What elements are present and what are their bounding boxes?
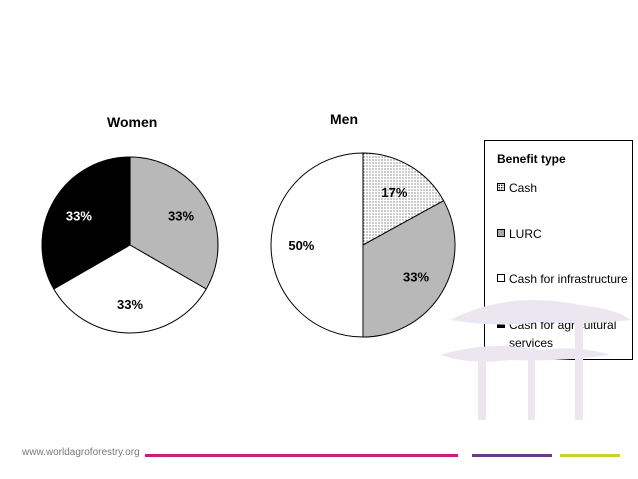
pie-slice (270, 152, 364, 338)
legend-title: Benefit type (497, 152, 566, 166)
pie-title-women: Women (107, 114, 158, 130)
legend-swatch-lurc (497, 229, 505, 237)
tree-watermark-icon (440, 300, 630, 420)
footer-line-yellow (560, 454, 620, 457)
pie-data-label: 33% (117, 297, 143, 312)
pie-chart-women: 33% 33% 33% (41, 156, 219, 334)
legend-item-infra: Cash for infrastructure (497, 270, 631, 288)
pie-slice (129, 156, 219, 290)
pie-data-label: 33% (168, 209, 194, 224)
legend-item-cash: Cash (497, 179, 631, 197)
pie-data-label: 33% (66, 209, 92, 224)
legend-label-infra: Cash for infrastructure (509, 272, 628, 286)
pie-slice (53, 244, 207, 334)
pie-data-label: 33% (403, 269, 429, 284)
footer-line-purple (472, 454, 552, 457)
footer-url: www.worldagroforestry.org (22, 447, 140, 458)
legend-item-lurc: LURC (497, 225, 631, 243)
pie-data-label: 17% (381, 185, 407, 200)
legend-label-lurc: LURC (509, 227, 542, 241)
pie-data-label: 50% (288, 238, 314, 253)
pie-slice (362, 199, 456, 338)
pie-slice (362, 152, 445, 246)
pie-title-men: Men (330, 111, 358, 127)
legend-swatch-cash (497, 183, 505, 191)
pie-slice (41, 156, 131, 290)
pie-chart-men: 17% 33% 50% (270, 152, 456, 338)
legend-label-cash: Cash (509, 181, 538, 195)
footer-line-magenta (145, 454, 458, 457)
legend-swatch-infra (497, 274, 505, 282)
